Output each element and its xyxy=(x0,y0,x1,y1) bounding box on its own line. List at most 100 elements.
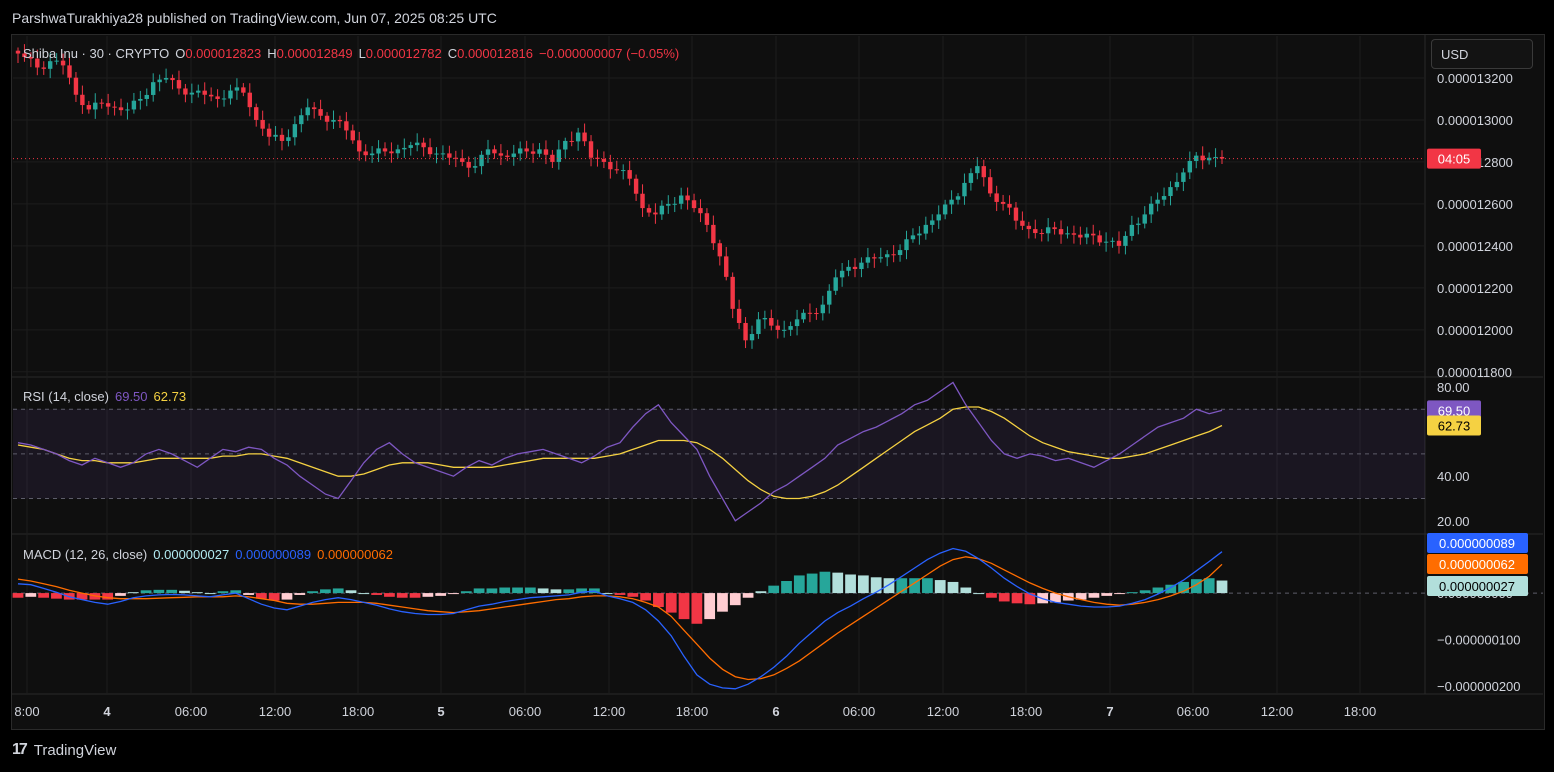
macd-histogram-bar xyxy=(1203,578,1215,594)
candle-body xyxy=(28,56,34,59)
time-tick-label: 6 xyxy=(772,704,779,719)
time-tick-label: 12:00 xyxy=(259,704,292,719)
candle-body xyxy=(704,213,710,225)
candle-body xyxy=(621,170,626,172)
candle-body xyxy=(376,148,381,154)
candle-body xyxy=(86,105,92,110)
candle-body xyxy=(910,235,916,240)
candle-body xyxy=(794,319,800,327)
macd-histogram-bar xyxy=(922,578,933,594)
macd-indicator-label[interactable]: MACD (12, 26, close) xyxy=(23,547,148,562)
candle-body xyxy=(769,317,774,326)
candle-body xyxy=(788,326,793,330)
macd-histogram-bar xyxy=(409,593,421,598)
rsi-tick-label: 40.00 xyxy=(1437,469,1470,484)
candle-body xyxy=(151,82,156,95)
macd-legend: MACD (12, 26, close) 0.000000027 0.0000000… xyxy=(23,547,399,562)
time-tick-label: 4 xyxy=(103,704,111,719)
candle-body xyxy=(1078,234,1083,238)
candle-body xyxy=(73,77,79,95)
rsi-value-badge-label: 69.50 xyxy=(1438,403,1471,418)
candle-body xyxy=(1155,199,1160,204)
candle-body xyxy=(569,140,574,142)
candle-body xyxy=(241,87,246,93)
candle-body xyxy=(273,134,278,137)
rsi-legend: RSI (14, close) 69.50 62.73 xyxy=(23,389,192,404)
macd-histogram-bar xyxy=(255,593,267,599)
macd-histogram-bar xyxy=(960,587,972,594)
macd-histogram-bar xyxy=(217,591,229,594)
ohlc-low-label: L xyxy=(358,46,366,61)
macd-histogram-bar xyxy=(704,593,716,620)
candle-body xyxy=(801,312,806,320)
macd-histogram-bar xyxy=(332,588,344,594)
rsi-ma-badge xyxy=(1427,415,1481,436)
symbol-label[interactable]: Shiba Inu · 30 · CRYPTO xyxy=(23,46,170,61)
rsi-ma-badge-label: 62.73 xyxy=(1438,418,1471,433)
candle-body xyxy=(582,132,587,142)
candle-body xyxy=(305,107,310,116)
candle-body xyxy=(369,153,375,156)
macd-histogram-bar xyxy=(550,589,562,594)
candle-body xyxy=(1039,233,1044,235)
price-tick-label: 0.000013000 xyxy=(1437,113,1513,128)
ohlc-open-label: O xyxy=(175,46,186,61)
candle-body xyxy=(144,94,149,99)
candle-body xyxy=(344,121,349,131)
rsi-indicator-label[interactable]: RSI (14, close) xyxy=(23,389,109,404)
candle-body xyxy=(1168,187,1173,197)
candle-body xyxy=(357,140,362,152)
candle-body xyxy=(427,147,433,155)
candle-body xyxy=(749,334,755,341)
macd-hist-value: 0.000000027 xyxy=(153,547,230,562)
candle-body xyxy=(1129,224,1135,236)
macd-tick-label: −0.000000200 xyxy=(1437,679,1521,694)
candle-body xyxy=(1161,196,1167,200)
candle-body xyxy=(968,173,974,183)
candle-body xyxy=(138,98,143,101)
macd-histogram-bar xyxy=(768,585,780,594)
macd-histogram-bar xyxy=(76,593,88,600)
macd-histogram-bar xyxy=(243,593,254,595)
ohlc-high: 0.000012849 xyxy=(276,46,353,61)
macd-histogram-bar xyxy=(973,593,985,595)
chart-frame[interactable] xyxy=(11,34,1545,730)
candle-body xyxy=(846,266,851,271)
ohlc-open: 0.000012823 xyxy=(185,46,262,61)
candle-body xyxy=(125,109,130,111)
candle-body xyxy=(1187,160,1193,173)
macd-histogram-bar xyxy=(909,578,920,594)
candle-body xyxy=(1026,225,1032,230)
rsi-tick-label: 80.00 xyxy=(1437,380,1470,395)
macd-signal-line xyxy=(17,556,1223,681)
candle-body xyxy=(524,148,529,152)
candle-body xyxy=(498,153,504,156)
candle-body xyxy=(260,119,265,129)
candle-body xyxy=(1116,240,1122,246)
candle-body xyxy=(105,103,111,107)
candle-body xyxy=(1033,229,1038,234)
macd-histogram-bar xyxy=(755,591,767,594)
candle-body xyxy=(608,161,613,170)
candle-body xyxy=(1142,214,1147,224)
candle-body xyxy=(775,325,780,330)
rsi-line xyxy=(17,381,1223,522)
currency-button[interactable]: USD xyxy=(1431,39,1533,69)
macd-histogram-bar xyxy=(678,593,690,620)
candle-body xyxy=(685,195,690,201)
candle-body xyxy=(228,90,233,99)
candle-body xyxy=(917,233,922,236)
candle-body xyxy=(884,254,890,258)
candle-body xyxy=(208,94,214,97)
price-tick-label: 0.000011800 xyxy=(1437,365,1512,380)
macd-histogram-bar xyxy=(294,593,306,595)
candle-body xyxy=(756,319,761,335)
candle-body xyxy=(247,92,252,108)
candle-body xyxy=(807,312,813,314)
publisher-line: ParshwaTurakhiya28 published on TradingV… xyxy=(12,10,497,26)
candle-body xyxy=(292,124,298,138)
candle-body xyxy=(949,199,954,205)
candle-body xyxy=(1091,233,1096,236)
macd-value-badge xyxy=(1427,533,1528,553)
